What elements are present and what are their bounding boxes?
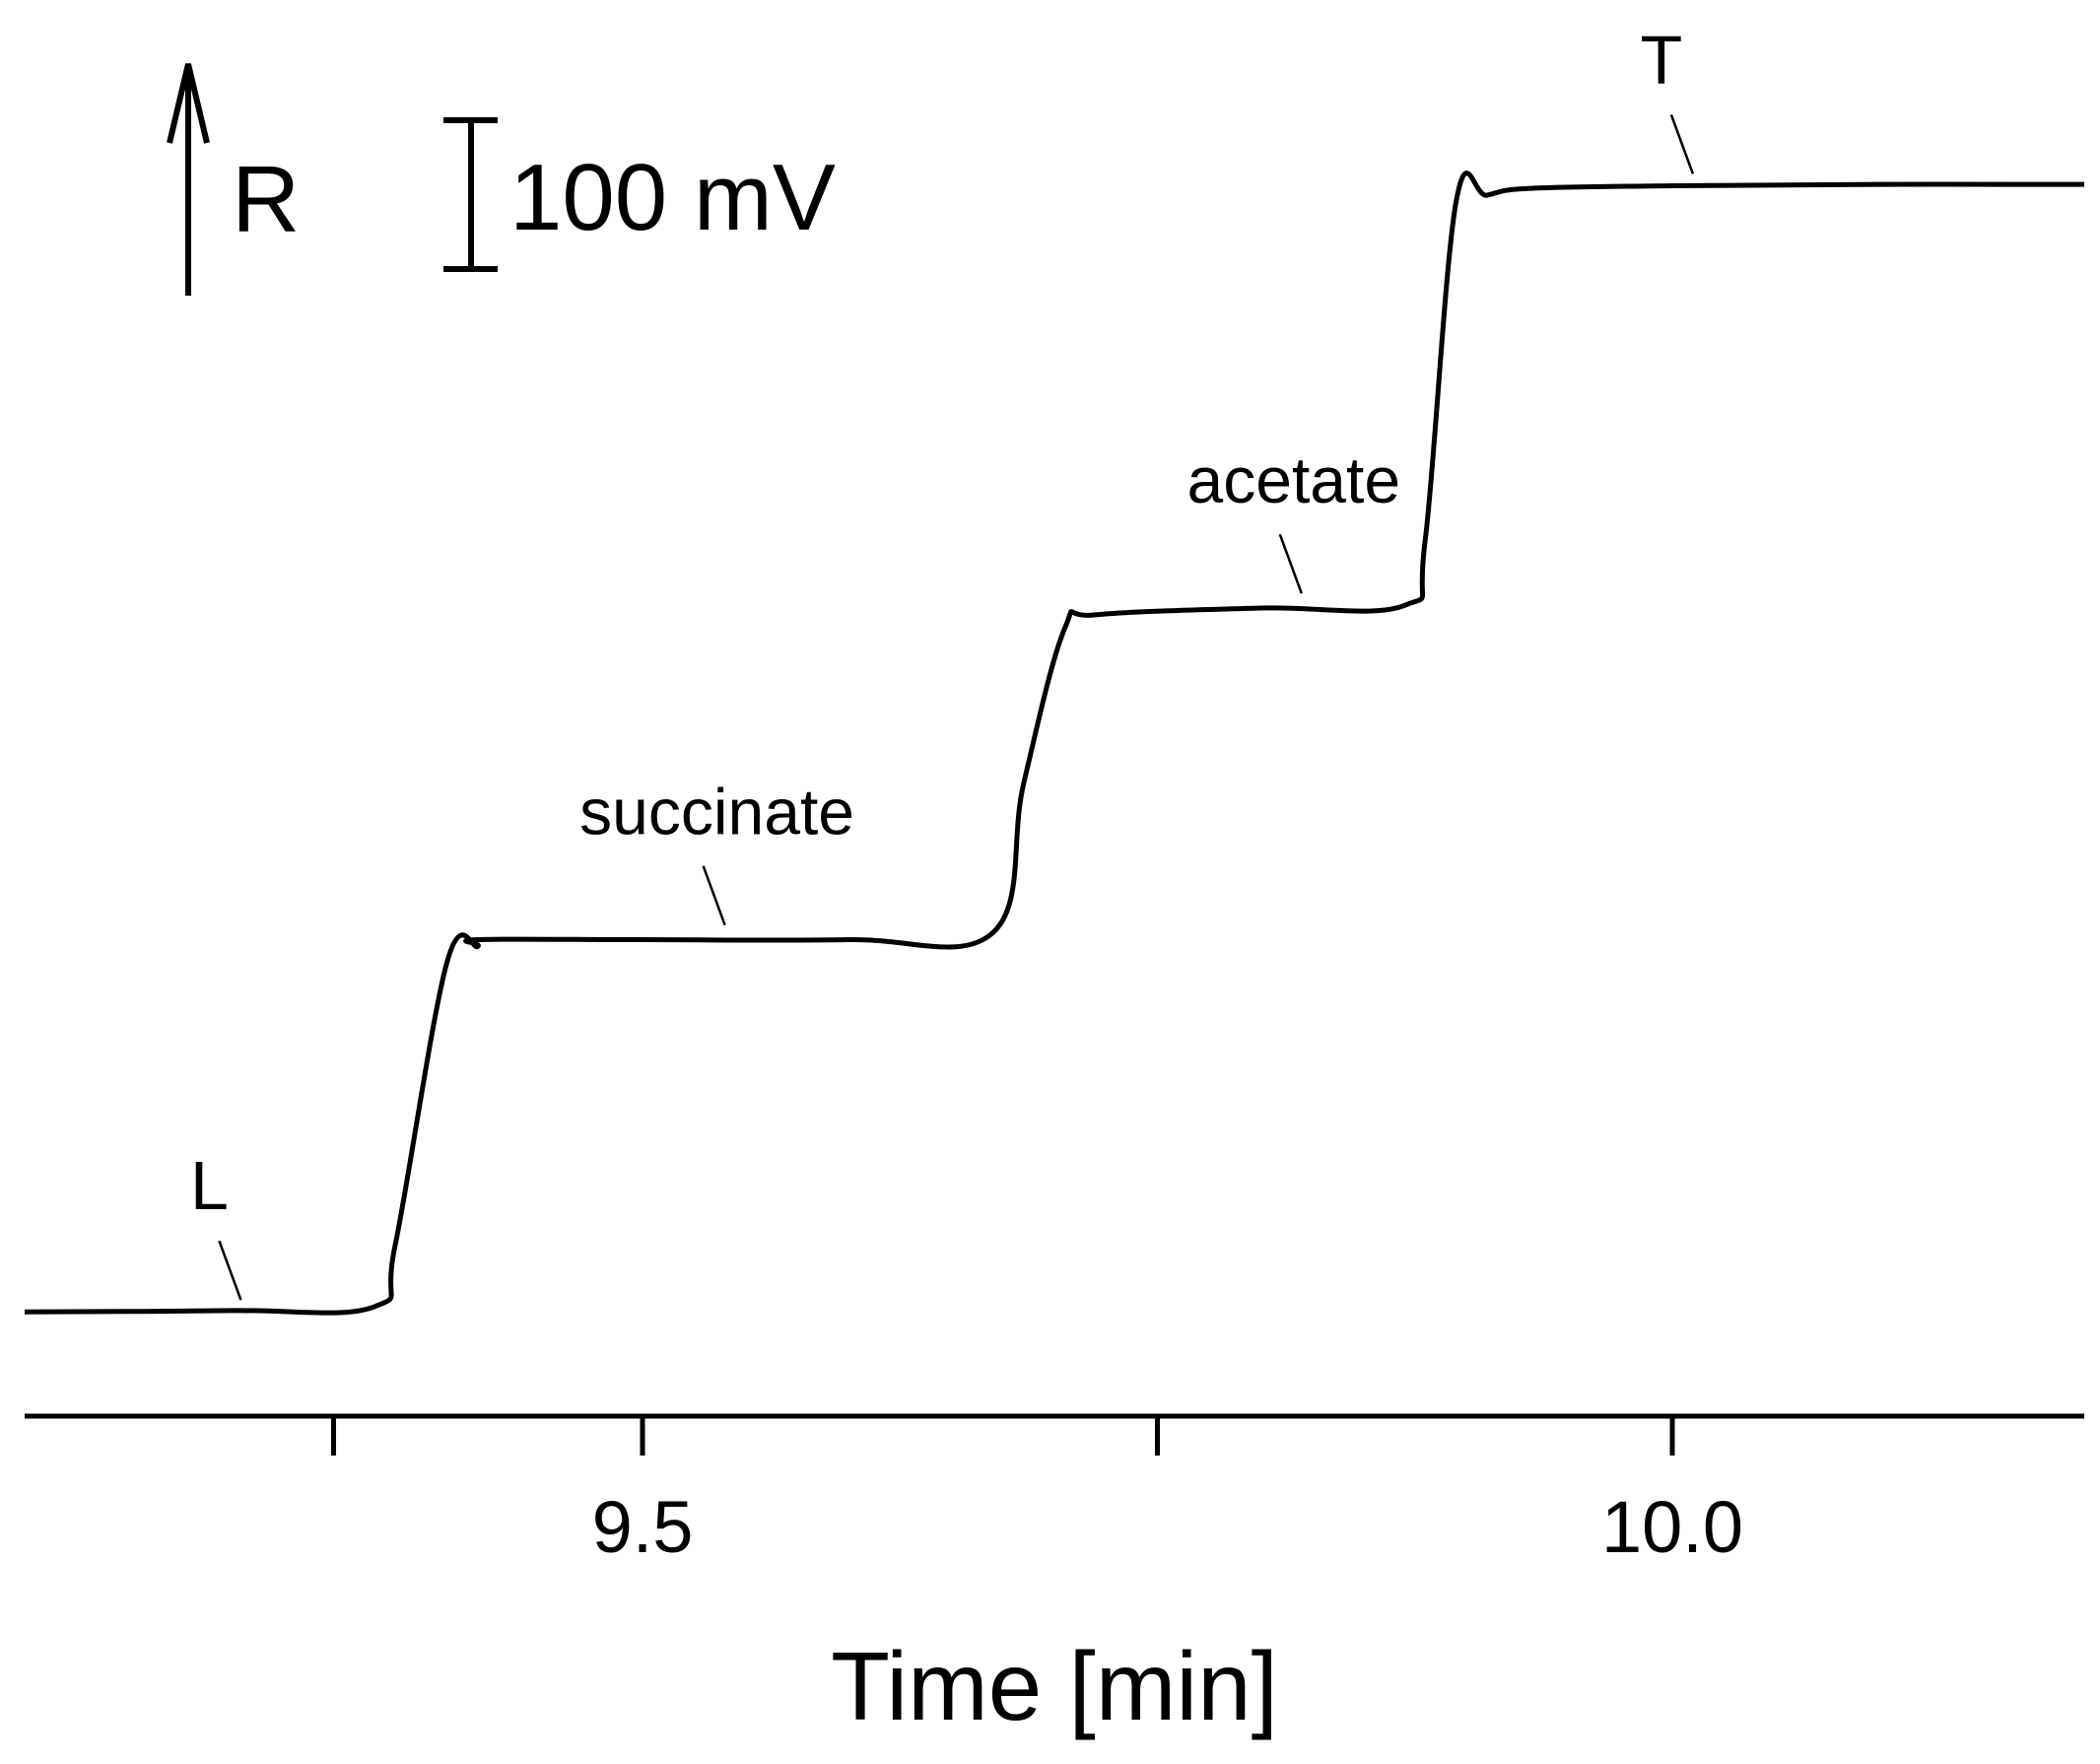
annotation-leader-1 xyxy=(702,865,726,926)
annotation-leader-0 xyxy=(218,1240,242,1301)
series-line-0 xyxy=(24,170,2085,1316)
x-tick-labels: 9.5 10.0 xyxy=(592,1486,1743,1568)
response-arrow-label: R xyxy=(232,147,300,252)
annotation-label-1: succinate xyxy=(579,776,854,848)
scale-bar-label: 100 mV xyxy=(509,145,836,250)
annotation-leader-2 xyxy=(1278,533,1303,594)
x-axis-title: Time [min] xyxy=(831,1632,1278,1740)
annotation-label-3: T xyxy=(1641,21,1683,98)
response-arrow-head xyxy=(167,63,210,144)
x-tick-label-0: 9.5 xyxy=(592,1486,694,1568)
annotation-label-0: L xyxy=(190,1147,229,1224)
annotation-label-2: acetate xyxy=(1187,443,1401,516)
annotation-leader-3 xyxy=(1669,113,1695,174)
x-axis: 9.5 10.0 xyxy=(25,1413,2084,1568)
x-ticks xyxy=(331,1416,1675,1456)
response-arrow: R xyxy=(167,63,300,296)
scale-bar: 100 mV xyxy=(443,117,836,272)
series-group xyxy=(24,170,2085,1316)
x-tick-label-1: 10.0 xyxy=(1601,1486,1743,1568)
